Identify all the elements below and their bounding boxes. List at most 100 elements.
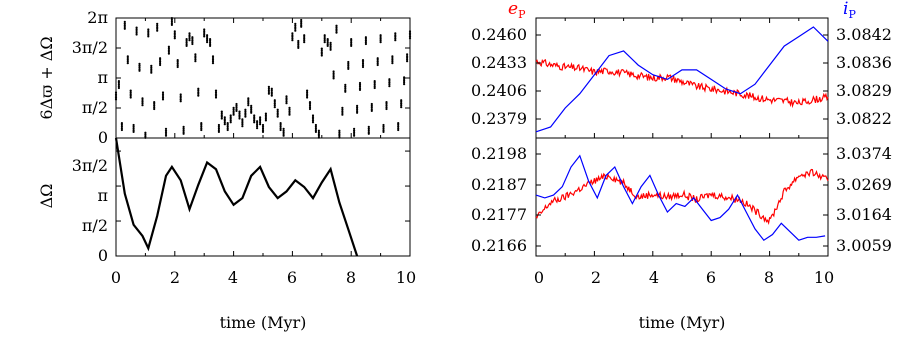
scatter-point: [191, 39, 194, 42]
scatter-point: [403, 77, 406, 81]
scatter-point: [211, 56, 215, 60]
scatter-point: [209, 41, 212, 44]
scatter-point: [161, 96, 165, 99]
scatter-point: [341, 110, 344, 113]
r-xtick-5: 10: [814, 268, 834, 287]
scatter-point: [194, 60, 197, 63]
scatter-point: [288, 106, 291, 109]
scatter-point: [256, 120, 259, 123]
scatter-point: [382, 127, 385, 130]
scatter-point: [203, 28, 206, 31]
scatter-point: [123, 24, 126, 27]
lb-ytick-3: 3π/2: [72, 156, 108, 175]
scatter-point: [306, 93, 309, 96]
scatter-point: [191, 42, 194, 46]
scatter-point: [167, 52, 170, 55]
scatter-point: [406, 60, 409, 63]
scatter-point: [344, 90, 347, 93]
scatter-point: [188, 34, 191, 37]
scatter-point: [150, 69, 153, 73]
scatter-point: [279, 123, 282, 126]
scatter-point: [288, 111, 291, 115]
scatter-point: [353, 131, 356, 134]
scatter-point: [370, 102, 373, 106]
scatter-point: [226, 122, 229, 125]
scatter-point: [185, 38, 188, 41]
scatter-point: [126, 58, 129, 61]
scatter-point: [176, 65, 179, 69]
scatter-point: [223, 118, 226, 121]
scatter-point: [244, 108, 247, 111]
scatter-point: [323, 34, 326, 37]
scatter-point: [397, 128, 400, 132]
scatter-point: [229, 121, 232, 124]
scatter-point: [123, 25, 126, 29]
scatter-point: [147, 28, 150, 31]
scatter-point: [141, 97, 144, 100]
scatter-point: [182, 132, 185, 135]
scatter-point: [397, 127, 400, 130]
scatter-point: [226, 127, 229, 130]
scatter-point: [182, 129, 185, 132]
scatter-point: [197, 94, 200, 97]
scatter-point: [264, 119, 267, 122]
scatter-point: [185, 41, 188, 44]
scatter-point: [403, 76, 406, 79]
scatter-point: [314, 129, 317, 132]
scatter-point: [200, 128, 203, 132]
scatter-point: [197, 89, 200, 92]
scatter-point: [279, 127, 282, 130]
tick-marks: [115, 17, 829, 257]
scatter-point: [156, 24, 159, 27]
scatter-point: [382, 130, 385, 133]
rt-ytick-l-3: 0.2379: [471, 109, 527, 128]
scatter-point: [276, 115, 279, 118]
scatter-point: [285, 95, 288, 98]
scatter-point: [185, 43, 188, 46]
scatter-point: [300, 24, 303, 27]
scatter-point: [232, 108, 235, 111]
scatter-point: [367, 125, 370, 128]
scatter-point: [229, 114, 232, 117]
scatter-point: [235, 109, 238, 112]
scatter-point: [197, 92, 200, 95]
scatter-point: [164, 134, 168, 137]
scatter-point: [270, 94, 273, 97]
scatter-point: [241, 123, 244, 126]
scatter-point: [308, 107, 312, 111]
scatter-point: [314, 125, 317, 128]
scatter-point: [150, 64, 153, 67]
scatter-point: [173, 33, 176, 37]
scatter-point: [194, 53, 197, 56]
scatter-point: [247, 104, 250, 107]
scatter-point: [259, 116, 262, 119]
scatter-point: [335, 29, 338, 32]
scatter-point: [238, 110, 241, 113]
scatter-point: [135, 29, 138, 33]
scatter-point: [358, 83, 362, 86]
scatter-point: [344, 83, 347, 86]
scatter-point: [147, 35, 150, 38]
scatter-point: [344, 87, 347, 90]
scatter-point: [400, 99, 403, 102]
scatter-point: [229, 117, 232, 120]
scatter-point: [114, 93, 118, 96]
scatter-point: [297, 39, 300, 43]
scatter-point: [273, 99, 276, 102]
scatter-point: [379, 34, 382, 37]
scatter-point: [217, 123, 220, 127]
scatter-point: [188, 39, 191, 42]
left-top-frame: [115, 17, 411, 139]
scatter-point: [403, 79, 406, 82]
scatter-point: [335, 31, 338, 34]
scatter-point: [297, 45, 300, 48]
scatter-point: [126, 60, 129, 63]
scatter-point: [400, 102, 403, 105]
scatter-point: [376, 62, 379, 65]
lt-ytick-2: π: [97, 68, 108, 87]
scatter-point: [394, 39, 397, 42]
l-xtick-4: 8: [346, 268, 356, 287]
rb-ytick-r-3: 3.0059: [836, 236, 892, 255]
scatter-point: [329, 41, 332, 45]
lt-ytick-1: π/2: [82, 98, 108, 117]
